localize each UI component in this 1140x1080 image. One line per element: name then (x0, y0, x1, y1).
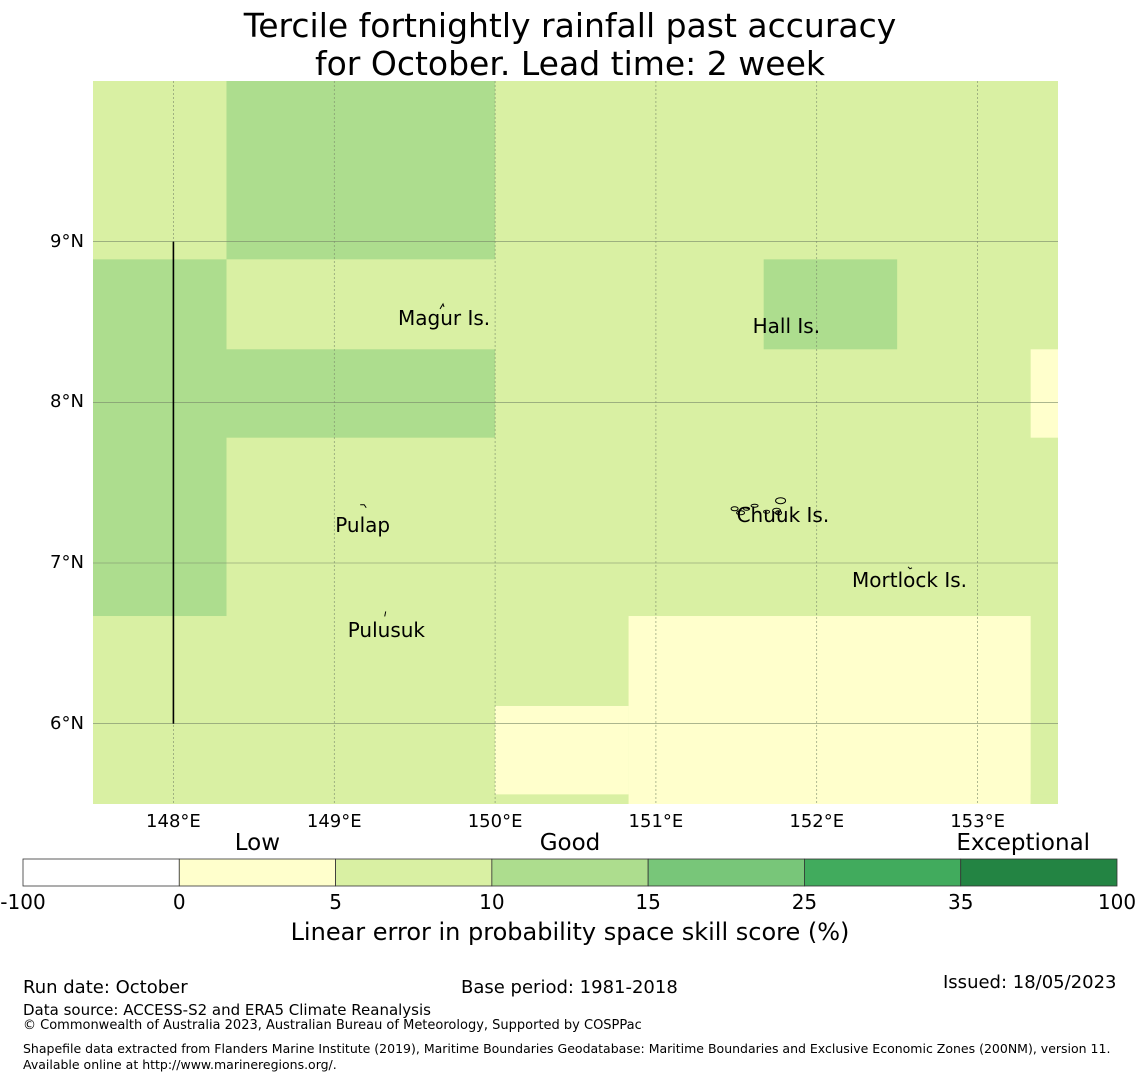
colorbar-label: Linear error in probability space skill … (290, 918, 850, 946)
colorbar-segment (178, 858, 336, 887)
colorbar-tick-label: 10 (479, 890, 505, 914)
colorbar-segment (491, 858, 649, 887)
map-title-line-1: Tercile fortnightly rainfall past accura… (243, 6, 897, 45)
colorbar-segment (22, 858, 180, 887)
lon-tick-label: 150°E (467, 811, 523, 832)
lon-tick-label: 149°E (306, 811, 362, 832)
magur-island-icon (439, 302, 445, 310)
lat-tick-label: 6°N (50, 712, 84, 734)
chuuk-island-icon (743, 506, 751, 511)
run-date: Run date: October (23, 977, 188, 998)
skill-cell (226, 349, 496, 438)
colorbar-tick-label: 100 (1097, 890, 1137, 914)
skill-cell (1030, 349, 1058, 438)
issued-date: Issued: 18/05/2023 (943, 972, 1117, 993)
place-label: Mortlock Is. (852, 567, 967, 592)
colorbar-segment (960, 858, 1118, 887)
data-source: Data source: ACCESS-S2 and ERA5 Climate … (23, 1001, 431, 1019)
chuuk-island-icon (775, 497, 787, 505)
mortlock-island-icon (907, 566, 913, 570)
lon-tick-label: 152°E (789, 811, 845, 832)
colorbar-tick-label: 25 (791, 890, 818, 914)
place-label: Magur Is. (398, 305, 491, 330)
lon-tick-label: 151°E (628, 811, 684, 832)
pulap-island-icon (360, 504, 367, 509)
lat-tick-label: 9°N (50, 230, 84, 252)
lat-tick-label: 8°N (50, 391, 84, 413)
skill-cell (495, 705, 629, 795)
chuuk-island-icon (750, 503, 759, 508)
skill-cell (763, 259, 898, 350)
place-label: Pulap (335, 512, 391, 537)
place-label: Pulusuk (347, 618, 425, 643)
map-title-line-2: for October. Lead time: 2 week (314, 44, 825, 83)
chuuk-island-icon (775, 510, 783, 516)
place-label: Chuuk Is. (736, 502, 830, 527)
lon-tick-label: 148°E (146, 811, 201, 832)
chuuk-island-icon (763, 509, 771, 514)
colorbar-segment (335, 858, 493, 887)
shapefile-credit: Shapefile data extracted from Flanders M… (23, 1041, 1111, 1072)
colorbar-segment (804, 858, 962, 887)
colorbar-category-label: Low (234, 830, 281, 856)
pulusuk-island-icon (384, 611, 387, 617)
colorbar-category-label: Exceptional (956, 830, 1091, 856)
chuuk-island-icon (730, 506, 739, 512)
skill-cell (93, 259, 227, 617)
skill-map (93, 81, 1058, 804)
lat-tick-label: 7°N (50, 552, 84, 573)
colorbar-segment (647, 858, 805, 887)
place-label: Hall Is. (752, 313, 821, 338)
colorbar-tick-label: 15 (635, 890, 661, 914)
colorbar-tick-label: -100 (0, 890, 46, 914)
skill-cell (1030, 794, 1058, 804)
lon-tick-label: 153°E (950, 811, 1005, 832)
colorbar-tick-label: 0 (172, 890, 186, 914)
copyright: © Commonwealth of Australia 2023, Austra… (23, 1018, 642, 1033)
base-period: Base period: 1981-2018 (461, 977, 678, 998)
chuuk-island-icon (736, 510, 746, 516)
colorbar-tick-label: 5 (329, 890, 342, 914)
colorbar-tick-label: 35 (947, 890, 974, 914)
skill-cell (226, 81, 496, 260)
skill-cell (628, 616, 1031, 804)
colorbar-category-label: Good (539, 830, 601, 856)
